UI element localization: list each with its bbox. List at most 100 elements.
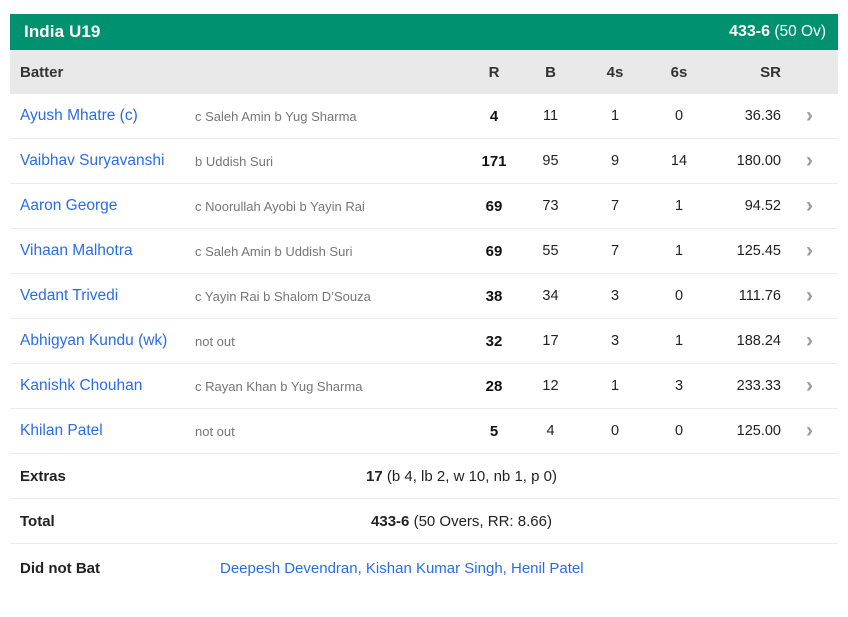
table-column-header: Batter R B 4s 6s SR — [10, 50, 838, 94]
batter-fours: 7 — [610, 198, 620, 214]
row-expand-cell[interactable]: › — [781, 150, 838, 172]
batter-strike-rate: 94.52 — [744, 198, 781, 214]
batter-runs: 69 — [485, 197, 503, 215]
chevron-right-icon[interactable]: › — [806, 374, 813, 397]
innings-scorecard: India U19 433-6 (50 Ov) Batter R B 4s 6s… — [10, 14, 838, 592]
chevron-right-icon[interactable]: › — [806, 329, 813, 352]
batter-sixes: 1 — [674, 198, 684, 214]
table-row[interactable]: Kanishk Chouhan c Rayan Khan b Yug Sharm… — [10, 364, 838, 409]
row-expand-cell[interactable]: › — [781, 375, 838, 397]
extras-label: Extras — [20, 467, 66, 485]
batter-fours: 1 — [610, 108, 620, 124]
dismissal-text: c Noorullah Ayobi b Yayin Rai — [195, 198, 365, 214]
batter-sixes: 14 — [670, 153, 688, 169]
batter-runs: 171 — [481, 152, 507, 170]
column-header-batter: Batter — [20, 63, 64, 81]
batter-strike-rate: 111.76 — [738, 288, 781, 304]
batter-name-link[interactable]: Aaron George — [20, 197, 118, 214]
chevron-right-icon[interactable]: › — [806, 239, 813, 262]
row-expand-cell[interactable]: › — [781, 330, 838, 352]
batter-sixes: 0 — [674, 108, 684, 124]
batter-name-link[interactable]: Vaibhav Suryavanshi — [20, 152, 165, 169]
row-expand-cell[interactable]: › — [781, 420, 838, 442]
batter-sixes: 1 — [674, 243, 684, 259]
chevron-right-icon[interactable]: › — [806, 104, 813, 127]
chevron-right-icon[interactable]: › — [806, 284, 813, 307]
batter-runs: 28 — [485, 377, 503, 395]
column-header-fours: 4s — [606, 63, 624, 81]
table-row[interactable]: Ayush Mhatre (c) c Saleh Amin b Yug Shar… — [10, 94, 838, 139]
dismissal-text: c Saleh Amin b Yug Sharma — [195, 108, 357, 124]
column-header-balls: B — [545, 63, 556, 81]
batter-sixes: 3 — [674, 378, 684, 394]
chevron-right-icon[interactable]: › — [806, 149, 813, 172]
batter-balls: 4 — [546, 423, 555, 439]
batter-fours: 3 — [610, 333, 620, 349]
row-expand-cell[interactable]: › — [781, 105, 838, 127]
batter-name-link[interactable]: Vedant Trivedi — [20, 287, 119, 304]
extras-row: Extras 17 (b 4, lb 2, w 10, nb 1, p 0) — [10, 454, 838, 499]
batter-balls: 11 — [542, 108, 559, 124]
row-expand-cell[interactable]: › — [781, 240, 838, 262]
batter-name-link[interactable]: Abhigyan Kundu (wk) — [20, 332, 168, 349]
column-header-strike-rate: SR — [760, 63, 781, 81]
batter-name-link[interactable]: Vihaan Malhotra — [20, 242, 133, 259]
batter-name-link[interactable]: Kanishk Chouhan — [20, 377, 143, 394]
dismissal-text: b Uddish Suri — [195, 153, 274, 169]
dismissal-text: not out — [195, 423, 235, 439]
total-score: 433-6 — [371, 512, 410, 530]
dismissal-text: not out — [195, 333, 235, 349]
batter-balls: 34 — [542, 288, 559, 304]
batter-strike-rate: 188.24 — [736, 333, 781, 349]
row-expand-cell[interactable]: › — [781, 195, 838, 217]
table-row[interactable]: Abhigyan Kundu (wk) not out 32 17 3 1 18… — [10, 319, 838, 364]
batter-strike-rate: 125.45 — [736, 243, 781, 259]
table-row[interactable]: Vaibhav Suryavanshi b Uddish Suri 171 95… — [10, 139, 838, 184]
batter-sixes: 0 — [674, 288, 684, 304]
table-row[interactable]: Khilan Patel not out 5 4 0 0 125.00 › — [10, 409, 838, 454]
table-row[interactable]: Vedant Trivedi c Yayin Rai b Shalom D’So… — [10, 274, 838, 319]
team-name: India U19 — [24, 22, 101, 41]
batter-fours: 1 — [610, 378, 620, 394]
dismissal-text: c Saleh Amin b Uddish Suri — [195, 243, 353, 259]
team-header-bar: India U19 433-6 (50 Ov) — [10, 14, 838, 50]
batter-balls: 12 — [542, 378, 559, 394]
batter-fours: 3 — [610, 288, 620, 304]
chevron-right-icon[interactable]: › — [806, 194, 813, 217]
batter-balls: 95 — [542, 153, 559, 169]
batter-runs: 5 — [489, 422, 499, 440]
batter-runs: 69 — [485, 242, 503, 260]
batter-fours: 7 — [610, 243, 620, 259]
batter-fours: 9 — [610, 153, 620, 169]
did-not-bat-row: Did not Bat Deepesh Devendran, Kishan Ku… — [10, 544, 838, 592]
extras-breakdown: (b 4, lb 2, w 10, nb 1, p 0) — [382, 467, 557, 485]
table-row[interactable]: Aaron George c Noorullah Ayobi b Yayin R… — [10, 184, 838, 229]
team-score-overs: (50 Ov) — [774, 23, 826, 40]
column-header-sixes: 6s — [670, 63, 688, 81]
team-score: 433-6 (50 Ov) — [729, 23, 826, 41]
did-not-bat-label: Did not Bat — [20, 559, 100, 577]
batter-runs: 38 — [485, 287, 503, 305]
table-row[interactable]: Vihaan Malhotra c Saleh Amin b Uddish Su… — [10, 229, 838, 274]
column-header-runs: R — [488, 63, 500, 81]
batter-strike-rate: 180.00 — [736, 153, 781, 169]
total-detail: (50 Overs, RR: 8.66) — [409, 512, 552, 530]
chevron-right-icon[interactable]: › — [806, 419, 813, 442]
extras-value: 17 (b 4, lb 2, w 10, nb 1, p 0) — [195, 468, 838, 485]
batter-runs: 32 — [485, 332, 503, 350]
batter-strike-rate: 233.33 — [736, 378, 781, 394]
did-not-bat-players[interactable]: Deepesh Devendran, Kishan Kumar Singh, H… — [220, 559, 584, 577]
batter-strike-rate: 125.00 — [736, 423, 781, 439]
batter-runs: 4 — [489, 107, 499, 125]
extras-total: 17 — [366, 467, 383, 485]
batter-name-link[interactable]: Khilan Patel — [20, 422, 103, 439]
dismissal-text: c Yayin Rai b Shalom D’Souza — [195, 288, 371, 304]
batter-balls: 73 — [542, 198, 559, 214]
batter-name-link[interactable]: Ayush Mhatre (c) — [20, 107, 138, 124]
batter-balls: 55 — [542, 243, 559, 259]
batter-balls: 17 — [542, 333, 559, 349]
batter-fours: 0 — [610, 423, 620, 439]
batter-strike-rate: 36.36 — [744, 108, 781, 124]
row-expand-cell[interactable]: › — [781, 285, 838, 307]
batter-sixes: 0 — [674, 423, 684, 439]
